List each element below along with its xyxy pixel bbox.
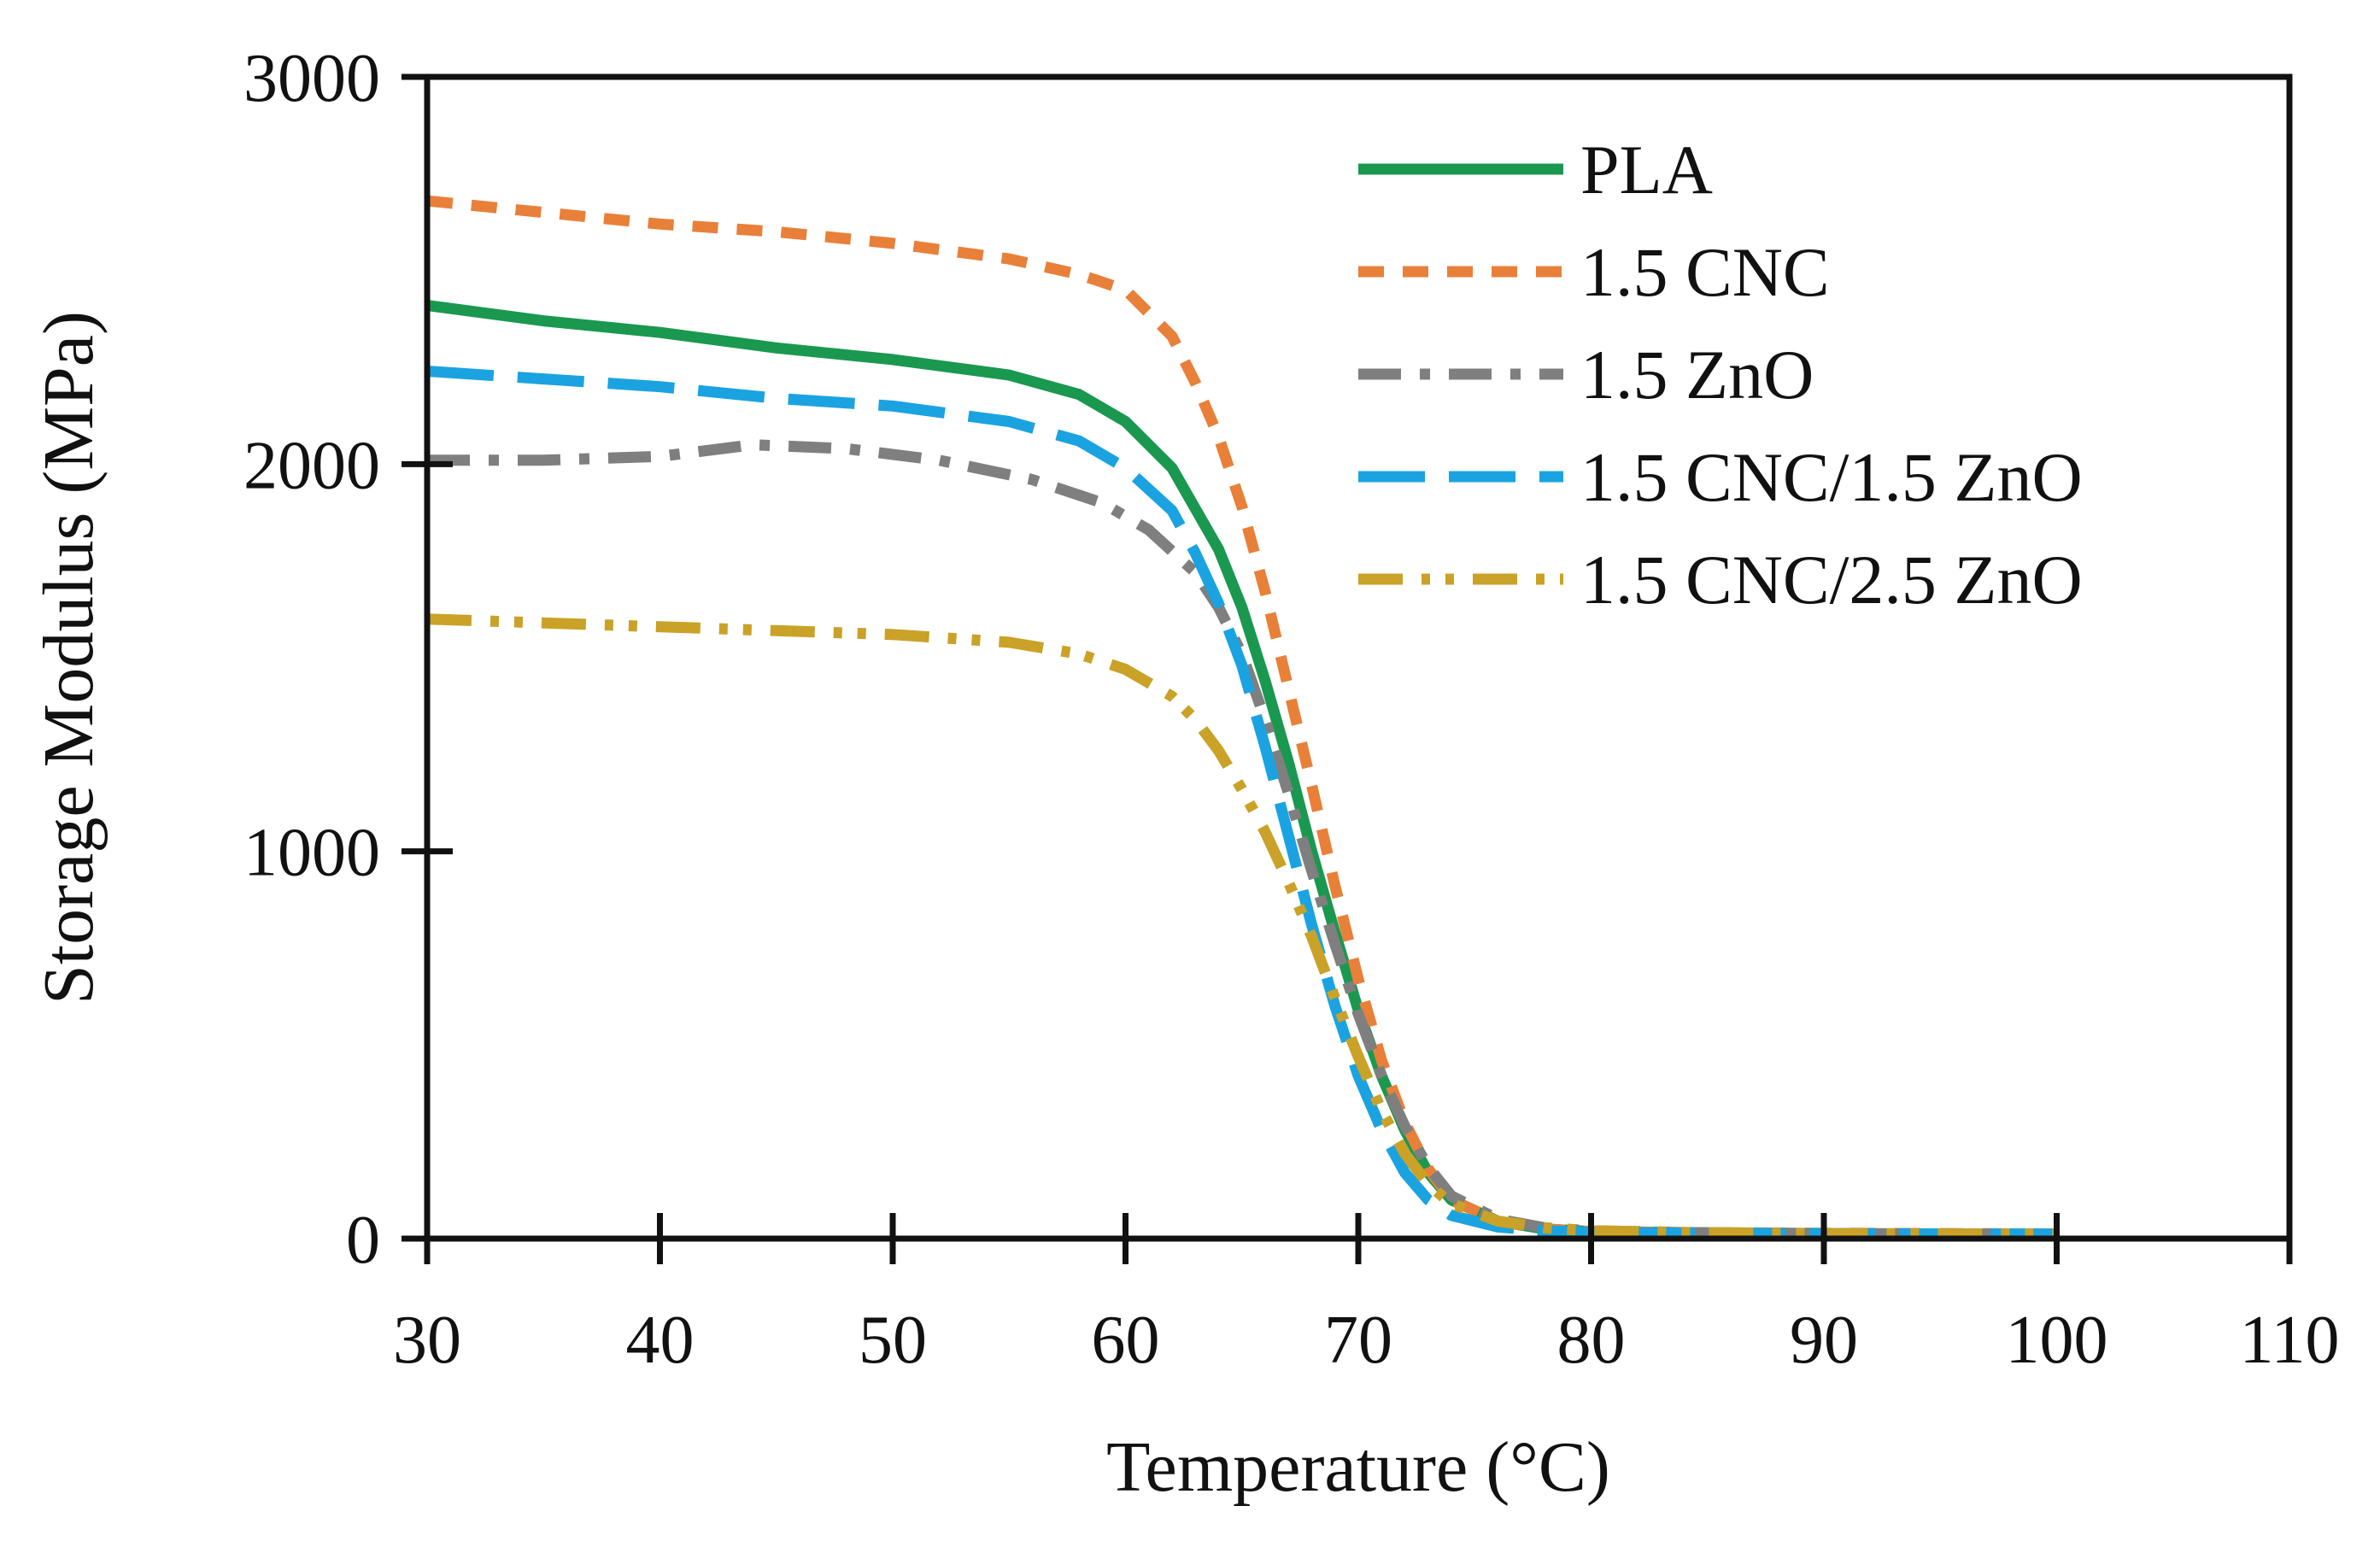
legend-label-3: 1.5 ZnO — [1580, 336, 1814, 413]
x-tick-label: 100 — [2006, 1303, 2108, 1378]
x-tick-label: 90 — [1790, 1303, 1858, 1378]
x-tick-label: 40 — [626, 1303, 695, 1378]
y-tick-label: 2000 — [243, 428, 380, 503]
axis-ticks — [402, 73, 2293, 1264]
legend-label-5: 1.5 CNC/2.5 ZnO — [1580, 541, 2083, 618]
series-line-5 — [426, 613, 2057, 1240]
legend-label-4: 1.5 CNC/1.5 ZnO — [1580, 438, 2083, 516]
x-tick-label: 110 — [2239, 1303, 2339, 1378]
y-tick-label: 0 — [346, 1203, 380, 1278]
x-tick-label: 70 — [1324, 1303, 1392, 1378]
axis-tick-labels: 30 40 50 60 70 80 90 100 110 0 1000 2000 3000 — [243, 41, 2340, 1378]
x-tick-label: 30 — [393, 1303, 461, 1378]
y-axis-title: Storage Modulus (MPa) — [29, 311, 108, 1005]
x-tick-label: 80 — [1557, 1303, 1626, 1378]
x-tick-label: 60 — [1092, 1303, 1160, 1378]
series-layer — [426, 195, 2057, 1240]
series-line-3 — [427, 439, 2057, 1240]
legend-label-2: 1.5 CNC — [1580, 233, 1830, 311]
x-tick-label: 50 — [859, 1303, 927, 1378]
y-tick-label: 1000 — [243, 816, 380, 891]
legend: PLA 1.5 CNC 1.5 ZnO 1.5 CNC/1.5 ZnO 1.5 CNC/… — [1358, 131, 2083, 618]
y-tick-label: 3000 — [243, 41, 380, 116]
x-axis-title: Temperature (°C) — [1106, 1427, 1610, 1507]
legend-label-1: PLA — [1580, 131, 1713, 208]
